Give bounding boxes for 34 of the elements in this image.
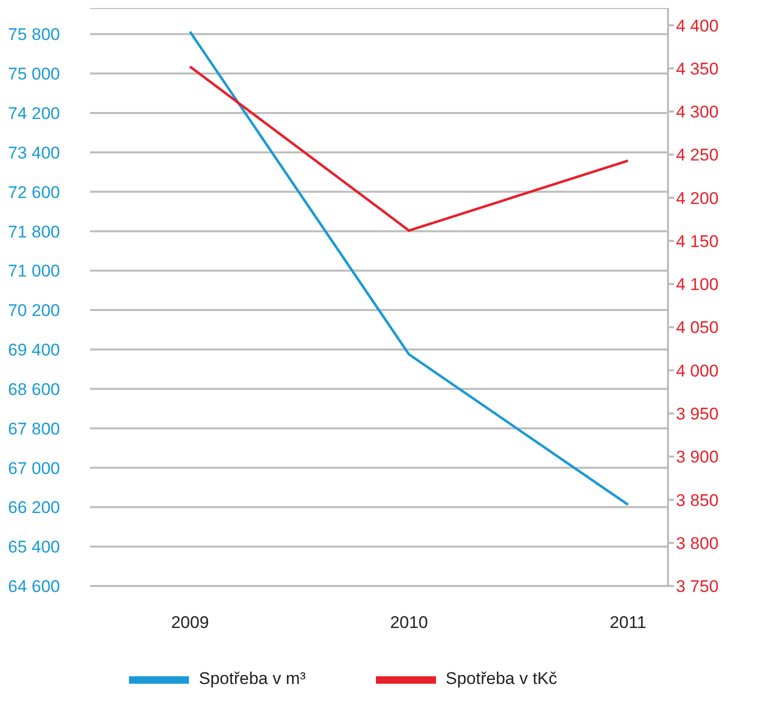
y-tick-label: 67 000 [8,458,60,478]
y2-tick-label: 3 900 [676,448,719,467]
y-tick-label: 71 000 [8,262,60,281]
y2-tick-label: 4 350 [676,59,719,78]
y-tick-label: 74 200 [8,104,60,123]
y2-tick-label: 4 200 [676,188,719,208]
y2-tick-label: 4 100 [676,275,719,294]
x-tick-label: 2009 [171,613,209,632]
legend-label: Spotřeba v tKč [446,669,558,688]
y-tick-label: 65 400 [8,538,60,557]
y2-tick-label: 4 150 [676,232,719,251]
x-tick-label: 2010 [390,613,428,632]
y-tick-label: 71 800 [8,222,60,242]
y-tick-label: 75 800 [8,25,60,44]
y2-tick-label: 4 400 [676,16,719,36]
y-tick-label: 64 600 [8,577,60,596]
y-tick-label: 69 400 [8,340,60,360]
y-tick-label: 67 800 [8,419,60,438]
y-tick-label: 73 400 [8,143,60,162]
y-tick-label: 75 000 [8,64,60,84]
y-tick-label: 70 200 [8,301,60,320]
y-tick-label: 66 200 [8,498,60,518]
x-tick-label: 2011 [610,613,646,632]
y2-tick-label: 3 800 [676,534,719,553]
y2-tick-label: 3 850 [676,490,719,510]
y2-tick-label: 4 050 [676,318,719,338]
legend-label: Spotřeba v m³ [198,669,306,688]
y2-tick-label: 3 950 [676,404,719,424]
y2-tick-label: 4 000 [676,361,719,380]
y-tick-label: 68 600 [8,380,60,399]
y2-tick-label: 4 250 [676,146,719,165]
y2-tick-label: 4 300 [676,102,719,122]
y-tick-label: 72 600 [8,182,60,202]
y2-tick-label: 3 750 [676,577,719,596]
